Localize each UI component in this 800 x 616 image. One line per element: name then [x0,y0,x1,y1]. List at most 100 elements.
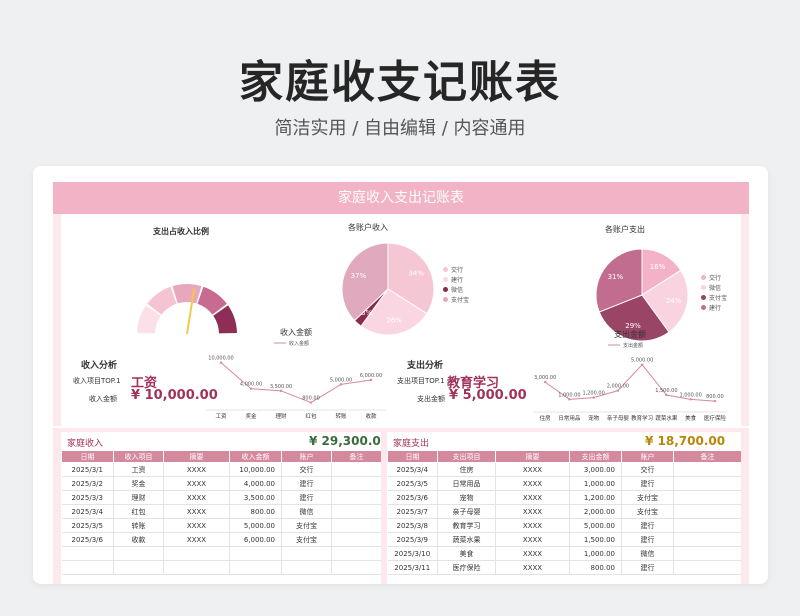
table-cell[interactable]: 日常用品 [437,476,496,491]
table-cell[interactable]: 转账 [113,518,164,533]
table-cell[interactable]: 建行 [281,476,332,491]
table-cell[interactable]: 建行 [281,490,332,505]
table-cell[interactable]: 2025/3/4 [387,462,438,477]
table-cell[interactable]: 800.00 [229,504,282,519]
table-cell[interactable]: 2025/3/8 [387,518,438,533]
table-cell[interactable]: XXXX [163,476,230,491]
table-cell[interactable] [331,462,381,477]
table-cell[interactable] [61,560,114,575]
x-tick-label: 医疗保险 [704,414,727,422]
legend-label: 建行 [709,304,722,312]
table-cell[interactable]: XXXX [495,518,570,533]
table-cell[interactable] [113,560,164,575]
table-cell[interactable]: 教育学习 [437,518,496,533]
table-cell[interactable]: 支付宝 [621,504,674,519]
table-cell[interactable]: 5,000.00 [569,518,622,533]
table-cell[interactable]: XXXX [495,546,570,561]
table-cell[interactable]: XXXX [495,490,570,505]
table-cell[interactable]: 2025/3/7 [387,504,438,519]
table-cell[interactable]: 亲子母婴 [437,504,496,519]
table-cell[interactable] [163,546,230,561]
table-cell[interactable]: 2025/3/2 [61,476,114,491]
table-cell[interactable]: 3,500.00 [229,490,282,505]
table-cell[interactable]: 收款 [113,532,164,547]
table-cell[interactable]: 微信 [281,504,332,519]
table-cell[interactable] [281,546,332,561]
table-cell[interactable] [331,546,381,561]
income-amount-value: ¥ 10,000.00 [131,388,218,403]
table-cell[interactable]: XXXX [163,490,230,505]
table-cell[interactable]: 蔬菜水果 [437,532,496,547]
table-cell[interactable] [331,490,381,505]
table-cell[interactable]: 建行 [621,560,674,575]
table-cell[interactable]: XXXX [495,560,570,575]
table-cell[interactable]: 交行 [621,462,674,477]
table-cell[interactable]: XXXX [495,476,570,491]
table-cell[interactable]: 2025/3/11 [387,560,438,575]
table-cell[interactable]: XXXX [495,462,570,477]
table-cell[interactable] [331,518,381,533]
table-cell[interactable] [331,560,381,575]
table-cell[interactable] [673,546,741,561]
table-cell[interactable]: 2025/3/9 [387,532,438,547]
table-cell[interactable] [331,504,381,519]
table-cell[interactable]: 2025/3/5 [61,518,114,533]
table-cell[interactable]: XXXX [163,462,230,477]
table-cell[interactable]: 10,000.00 [229,462,282,477]
table-cell[interactable]: 2025/3/4 [61,504,114,519]
table-cell[interactable]: 支付宝 [621,490,674,505]
table-cell[interactable]: 6,000.00 [229,532,282,547]
table-cell[interactable] [673,504,741,519]
table-cell[interactable]: 2025/3/5 [387,476,438,491]
table-cell[interactable] [673,532,741,547]
table-cell[interactable] [281,560,332,575]
table-cell[interactable]: 2,000.00 [569,504,622,519]
table-cell[interactable] [331,476,381,491]
table-cell[interactable]: 交行 [281,462,332,477]
table-cell[interactable]: XXXX [495,532,570,547]
table-cell[interactable]: 建行 [621,518,674,533]
table-cell[interactable] [331,532,381,547]
table-cell[interactable]: 1,000.00 [569,476,622,491]
table-cell[interactable]: 宠物 [437,490,496,505]
table-cell[interactable]: 4,000.00 [229,476,282,491]
table-cell[interactable]: 微信 [621,546,674,561]
table-cell[interactable]: 2025/3/1 [61,462,114,477]
table-cell[interactable]: 2025/3/6 [61,532,114,547]
table-cell[interactable] [229,546,282,561]
table-cell[interactable]: 工资 [113,462,164,477]
table-cell[interactable]: 2025/3/3 [61,490,114,505]
table-cell[interactable]: 奖金 [113,476,164,491]
table-cell[interactable] [673,560,741,575]
table-cell[interactable]: 医疗保险 [437,560,496,575]
table-cell[interactable]: XXXX [495,504,570,519]
table-cell[interactable]: 1,200.00 [569,490,622,505]
table-cell[interactable]: 3,000.00 [569,462,622,477]
table-cell[interactable] [113,546,164,561]
table-cell[interactable]: 2025/3/10 [387,546,438,561]
table-cell[interactable]: 建行 [621,476,674,491]
table-cell[interactable]: 美食 [437,546,496,561]
table-cell[interactable]: 2025/3/6 [387,490,438,505]
table-cell[interactable]: 支付宝 [281,518,332,533]
table-cell[interactable] [673,490,741,505]
table-cell[interactable] [61,546,114,561]
table-cell[interactable]: 支付宝 [281,532,332,547]
table-cell[interactable]: 红包 [113,504,164,519]
table-cell[interactable]: XXXX [163,532,230,547]
table-cell[interactable]: XXXX [163,504,230,519]
table-cell[interactable] [229,560,282,575]
table-cell[interactable]: 1,500.00 [569,532,622,547]
table-cell[interactable]: 800.00 [569,560,622,575]
table-cell[interactable]: 建行 [621,532,674,547]
table-cell[interactable]: XXXX [163,518,230,533]
table-cell[interactable]: 住房 [437,462,496,477]
table-cell[interactable] [163,560,230,575]
table-cell[interactable]: 5,000.00 [229,518,282,533]
table-cell[interactable]: 理财 [113,490,164,505]
table-cell[interactable] [673,518,741,533]
x-tick-label: 宠物 [588,414,600,422]
table-cell[interactable] [673,476,741,491]
table-cell[interactable] [673,462,741,477]
table-cell[interactable]: 1,000.00 [569,546,622,561]
